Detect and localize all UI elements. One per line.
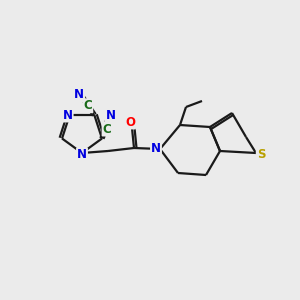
Text: N: N xyxy=(106,109,116,122)
Text: O: O xyxy=(125,116,135,128)
Text: N: N xyxy=(74,88,84,101)
Text: N: N xyxy=(151,142,161,155)
Text: N: N xyxy=(77,148,87,161)
Text: C: C xyxy=(103,122,111,136)
Text: S: S xyxy=(257,148,265,160)
Text: C: C xyxy=(83,99,92,112)
Text: N: N xyxy=(63,109,73,122)
